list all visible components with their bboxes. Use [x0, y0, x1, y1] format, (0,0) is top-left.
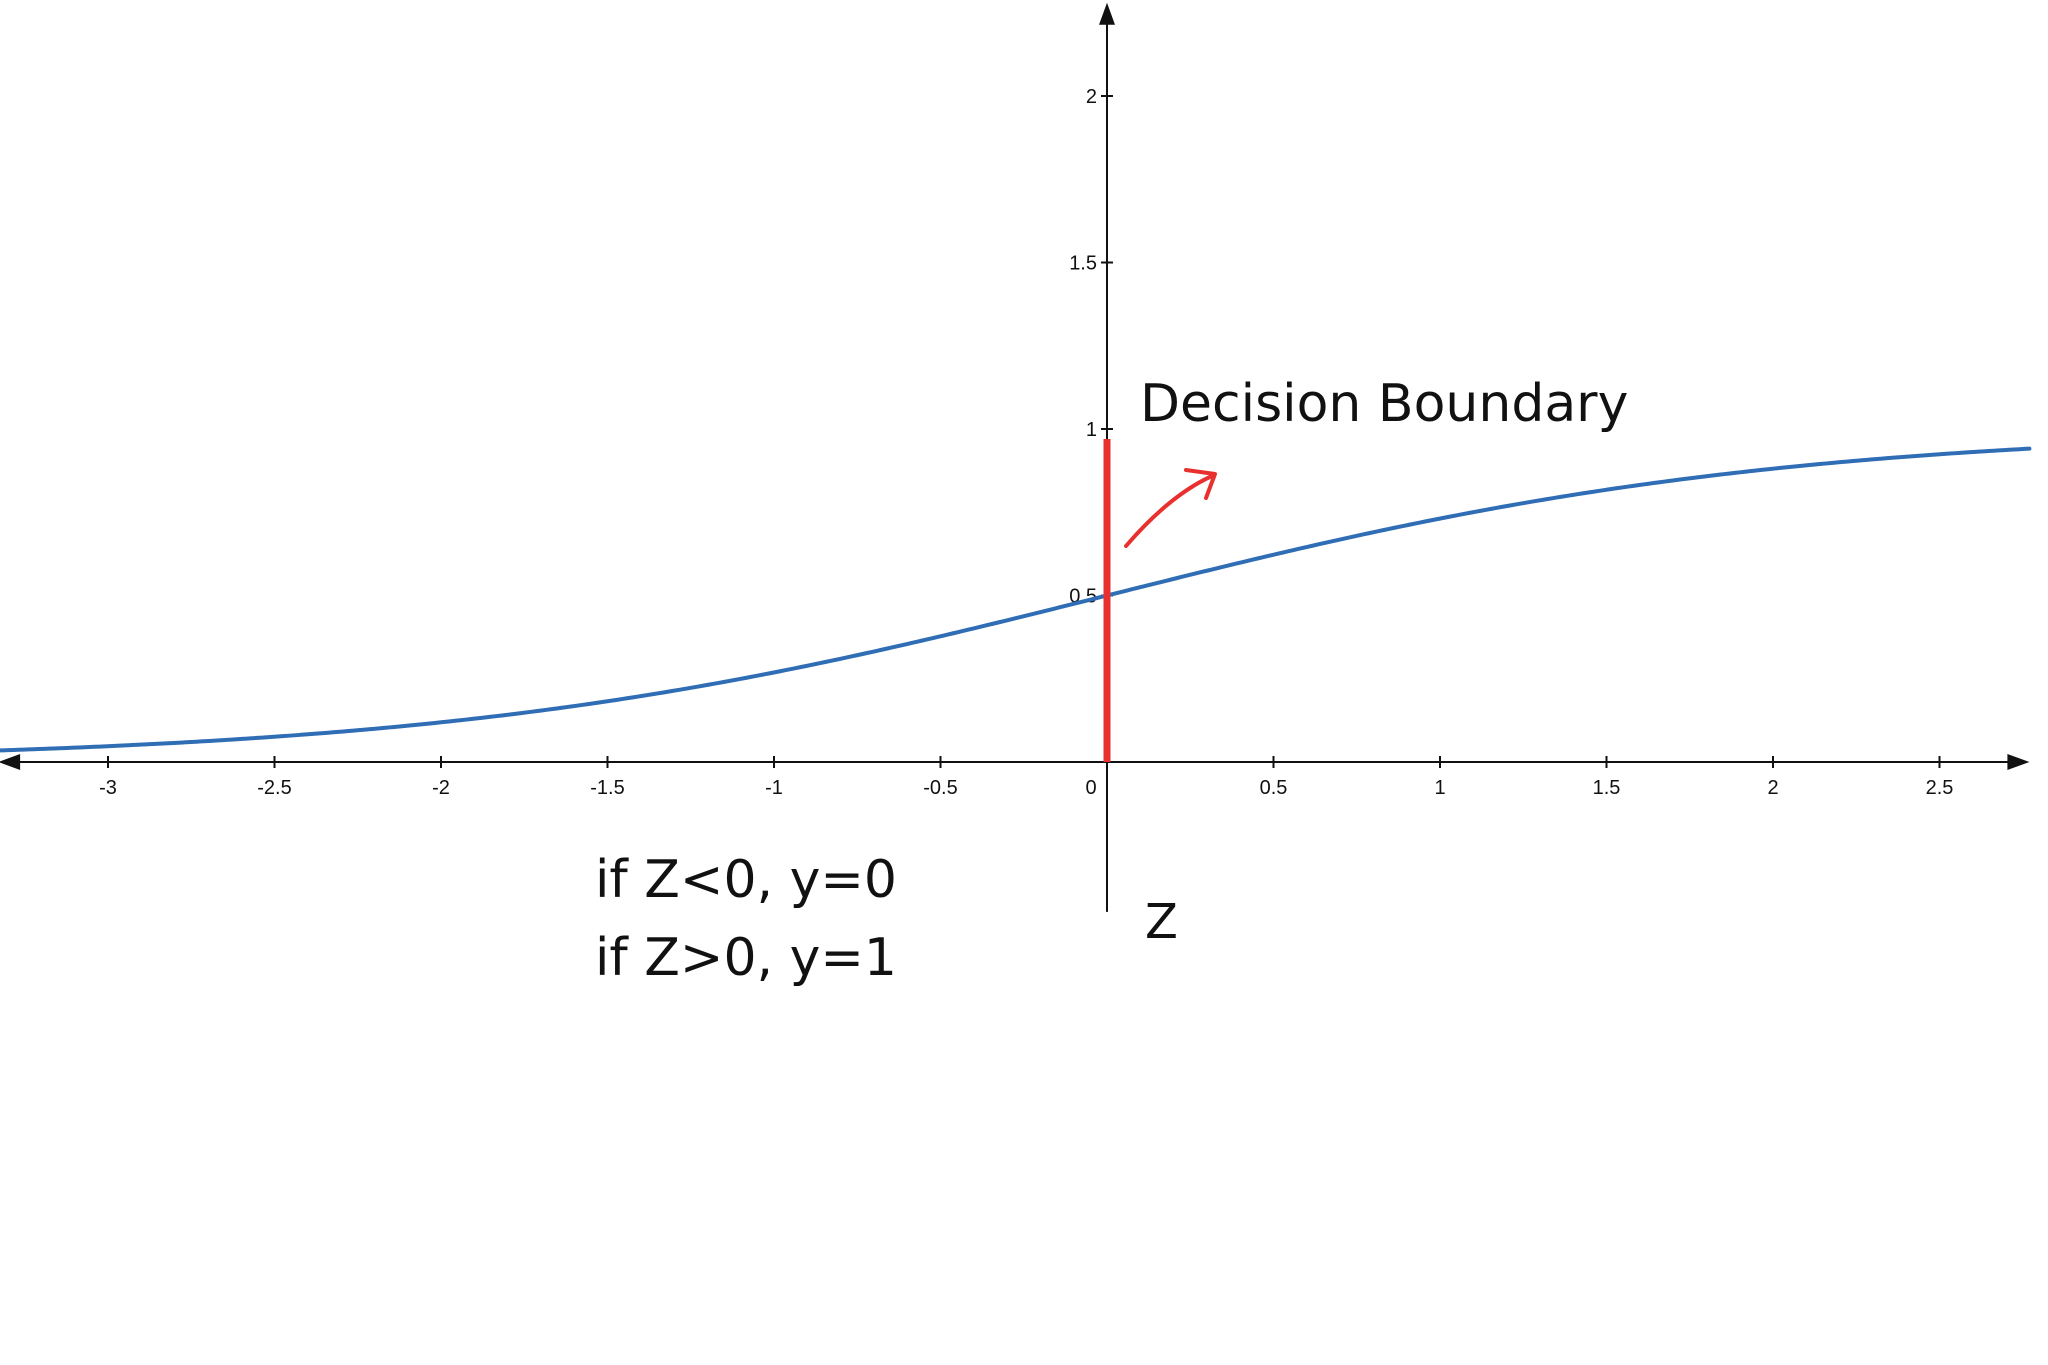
rule-line-1: if Z<0, y=0 [595, 850, 897, 910]
sigmoid-curve [0, 446, 2032, 753]
y-tick-label: 1.5 [1069, 253, 1097, 275]
x-tick-label: 1 [1434, 777, 1445, 799]
decision-boundary-arrowhead-icon [1184, 468, 1217, 500]
decision-boundary-label: Decision Boundary [1140, 374, 1628, 434]
x-axis-arrow-left-icon [0, 754, 21, 770]
x-tick-label: -2.5 [257, 777, 291, 799]
y-tick-label: 2 [1086, 86, 1097, 108]
x-tick-label: -2 [432, 777, 450, 799]
series-layer [0, 446, 2032, 753]
x-tick-label: -1.5 [590, 777, 624, 799]
labels-layer: Decision Boundary Z if Z<0, y=0 if Z>0, … [595, 374, 1628, 988]
tick-marks: -3 -2.5 -2 -1.5 -1 -0.5 0 0.5 1 1.5 2 2.50.511.52 [99, 86, 1953, 799]
x-tick-label: 0.5 [1260, 777, 1288, 799]
x-tick-label: 1.5 [1593, 777, 1621, 799]
x-tick-label: 0 [1085, 777, 1096, 799]
x-tick-label: -3 [99, 777, 117, 799]
y-tick-label: 1 [1086, 419, 1097, 441]
x-tick-label: -1 [765, 777, 783, 799]
x-axis-arrow-right-icon [2007, 754, 2030, 770]
decision-boundary-arrow-icon [1124, 474, 1214, 548]
x-axis-label: Z [1145, 894, 1178, 950]
x-tick-label: 2 [1767, 777, 1778, 799]
axes [0, 2, 2030, 912]
y-axis-arrow-top-icon [1099, 2, 1115, 25]
x-tick-label: -0.5 [923, 777, 957, 799]
rule-line-2: if Z>0, y=1 [595, 928, 897, 988]
x-tick-label: 2.5 [1926, 777, 1954, 799]
decision-boundary-layer [1103, 438, 1217, 762]
